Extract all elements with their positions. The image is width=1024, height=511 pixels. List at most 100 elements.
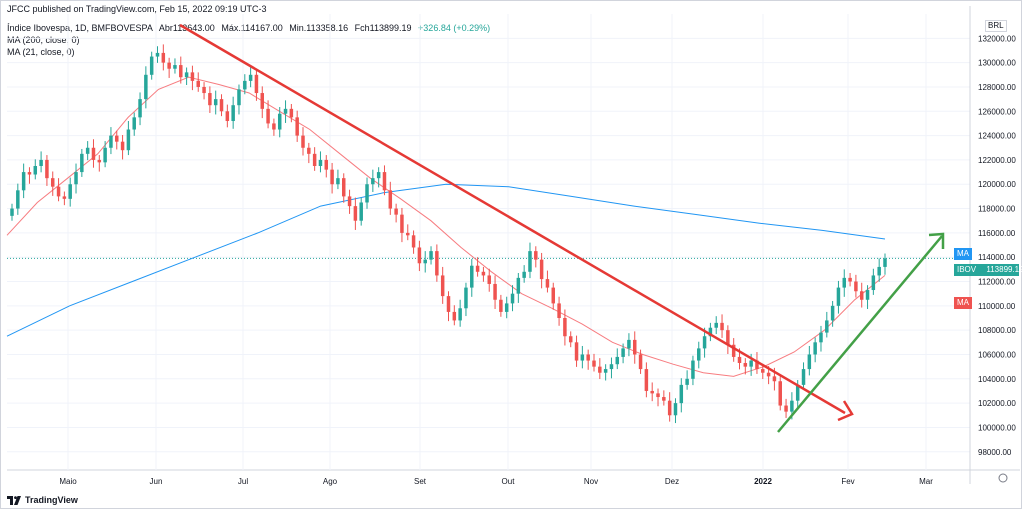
candle-body — [819, 332, 823, 343]
candle-body — [644, 369, 649, 391]
candle-body — [563, 318, 567, 337]
y-axis-label: 118000.00 — [978, 205, 1016, 214]
candle-body — [522, 271, 526, 278]
candle-body — [691, 360, 695, 379]
candle-body — [842, 277, 847, 288]
downtrend-line — [179, 23, 846, 415]
candle-body — [679, 384, 684, 404]
candle-body — [173, 65, 177, 69]
candle-body — [499, 299, 503, 312]
candle-body — [208, 93, 212, 106]
candle-body — [714, 322, 718, 328]
candle-body — [74, 172, 78, 185]
candle-body — [56, 186, 61, 197]
candle-body — [574, 342, 579, 361]
candle-body — [551, 287, 556, 304]
candle-body — [481, 271, 486, 276]
ma200-legend[interactable]: MA (200, close, 0) — [7, 35, 80, 45]
candle-body — [464, 287, 468, 309]
candle-body — [545, 279, 550, 288]
candle-body — [50, 178, 55, 187]
candle-body — [761, 369, 765, 373]
candle-body — [603, 369, 608, 373]
candle-body — [813, 342, 817, 355]
candle-body — [440, 275, 445, 297]
currency-label[interactable]: BRL — [985, 20, 1007, 32]
candle-body — [871, 275, 876, 291]
y-axis-label: 108000.00 — [978, 326, 1016, 335]
candle-body — [656, 393, 660, 398]
candle-body — [341, 178, 346, 197]
last-price-symbol: IBOV — [957, 265, 977, 274]
candle-body — [289, 108, 294, 118]
candle-body — [347, 196, 352, 207]
x-axis-label: Out — [502, 477, 516, 486]
candle-body — [149, 56, 154, 75]
candle-body — [708, 327, 713, 337]
y-axis-label: 124000.00 — [978, 132, 1016, 141]
candle-body — [638, 354, 643, 370]
candle-body — [394, 208, 398, 215]
candle-body — [452, 311, 457, 321]
candle-body — [120, 141, 125, 151]
tradingview-brand[interactable]: TradingView — [7, 495, 78, 505]
y-axis-label: 120000.00 — [978, 180, 1016, 189]
candle-body — [650, 390, 654, 394]
candle-body — [138, 99, 142, 118]
ma21-legend[interactable]: MA (21, close, 0) — [7, 47, 75, 57]
x-axis-label: 2022 — [754, 477, 772, 486]
candle-body — [795, 384, 800, 401]
x-axis-label: Maio — [59, 477, 77, 486]
candle-body — [248, 74, 253, 81]
downtrend-arrowhead — [837, 400, 854, 422]
x-axis-label: Ago — [323, 477, 338, 486]
candle-body — [231, 105, 235, 122]
candle-body — [167, 62, 171, 69]
y-axis-label: 122000.00 — [978, 156, 1016, 165]
low-value: Min.113358.16 — [289, 23, 349, 33]
uptrend-arrowhead — [928, 232, 945, 249]
candle-body — [27, 172, 32, 175]
candle-body — [161, 52, 166, 63]
candle-body — [726, 330, 730, 345]
settings-icon — [998, 473, 1008, 483]
x-axis-label: Fev — [841, 477, 854, 486]
candle-body — [225, 111, 230, 122]
candle-body — [720, 322, 724, 331]
candle-body — [39, 159, 43, 166]
ma21-price-tag: MA — [954, 297, 972, 309]
candle-body — [470, 265, 474, 288]
candle-body — [557, 303, 561, 318]
tradingview-logo-icon — [7, 495, 21, 505]
candle-body — [749, 360, 753, 367]
candle-body — [109, 135, 113, 148]
y-axis-label: 98000.00 — [978, 448, 1012, 457]
candle-body — [877, 266, 881, 276]
candle-body — [371, 178, 375, 185]
candle-body — [778, 381, 782, 406]
candle-body — [272, 123, 276, 130]
candle-body — [446, 296, 451, 312]
candle-body — [667, 400, 672, 416]
x-axis-label: Jun — [150, 477, 163, 486]
ma200-line — [6, 183, 886, 337]
change-value: +326.84 (+0.29%) — [418, 23, 491, 33]
x-axis-label: Set — [414, 477, 427, 486]
y-axis-label: 126000.00 — [978, 107, 1016, 116]
symbol-name[interactable]: Índice Ibovespa, 1D, BMFBOVESPA — [7, 23, 153, 33]
publisher-line: JFCC published on TradingView.com, Feb 1… — [7, 4, 267, 14]
candle-body — [295, 117, 299, 136]
last-price-tag: IBOV 113899.19 — [954, 264, 1024, 276]
candle-body — [33, 166, 38, 175]
last-price-value: 113899.19 — [986, 265, 1024, 274]
candle-body — [429, 251, 433, 260]
candle-body — [766, 372, 771, 377]
candle-body — [144, 74, 148, 100]
candle-body — [592, 360, 596, 367]
candle-body — [196, 80, 200, 87]
candle-body — [516, 277, 521, 294]
candle-body — [458, 308, 462, 321]
candle-body — [382, 172, 387, 191]
candle-body — [475, 265, 480, 272]
